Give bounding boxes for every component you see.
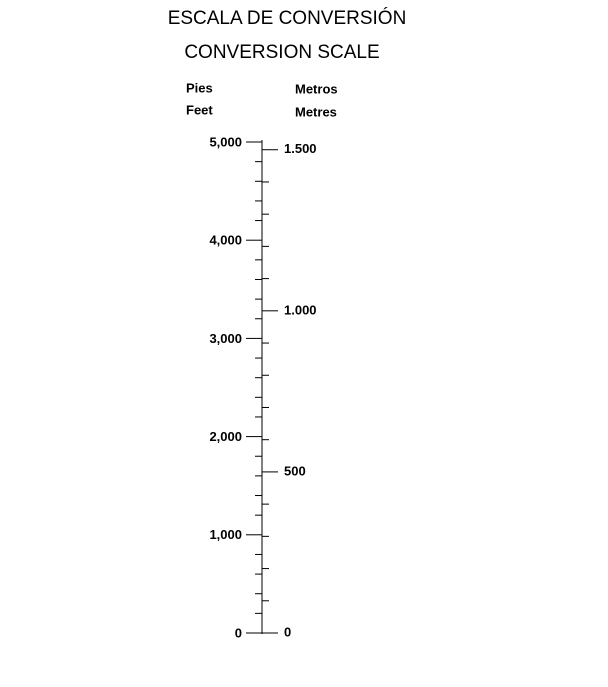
feet-label: 5,000 [209, 134, 242, 149]
feet-label: 4,000 [209, 233, 242, 248]
title: ESCALA DE CONVERSIÓN [168, 7, 407, 29]
feet-label: 3,000 [209, 331, 242, 346]
feet-heading: Feet [186, 102, 213, 117]
feet-label: 2,000 [209, 429, 242, 444]
metres-label: 0 [284, 624, 291, 639]
metres-label: 1.000 [284, 302, 317, 317]
subtitle: CONVERSION SCALE [184, 42, 379, 63]
metres-heading: Metres [295, 104, 337, 119]
metres-heading: Metros [295, 81, 338, 96]
metres-label: 500 [284, 463, 306, 478]
metres-label: 1.500 [284, 141, 317, 156]
feet-label: 0 [235, 625, 242, 640]
feet-heading: Pies [186, 80, 213, 95]
feet-label: 1,000 [209, 527, 242, 542]
